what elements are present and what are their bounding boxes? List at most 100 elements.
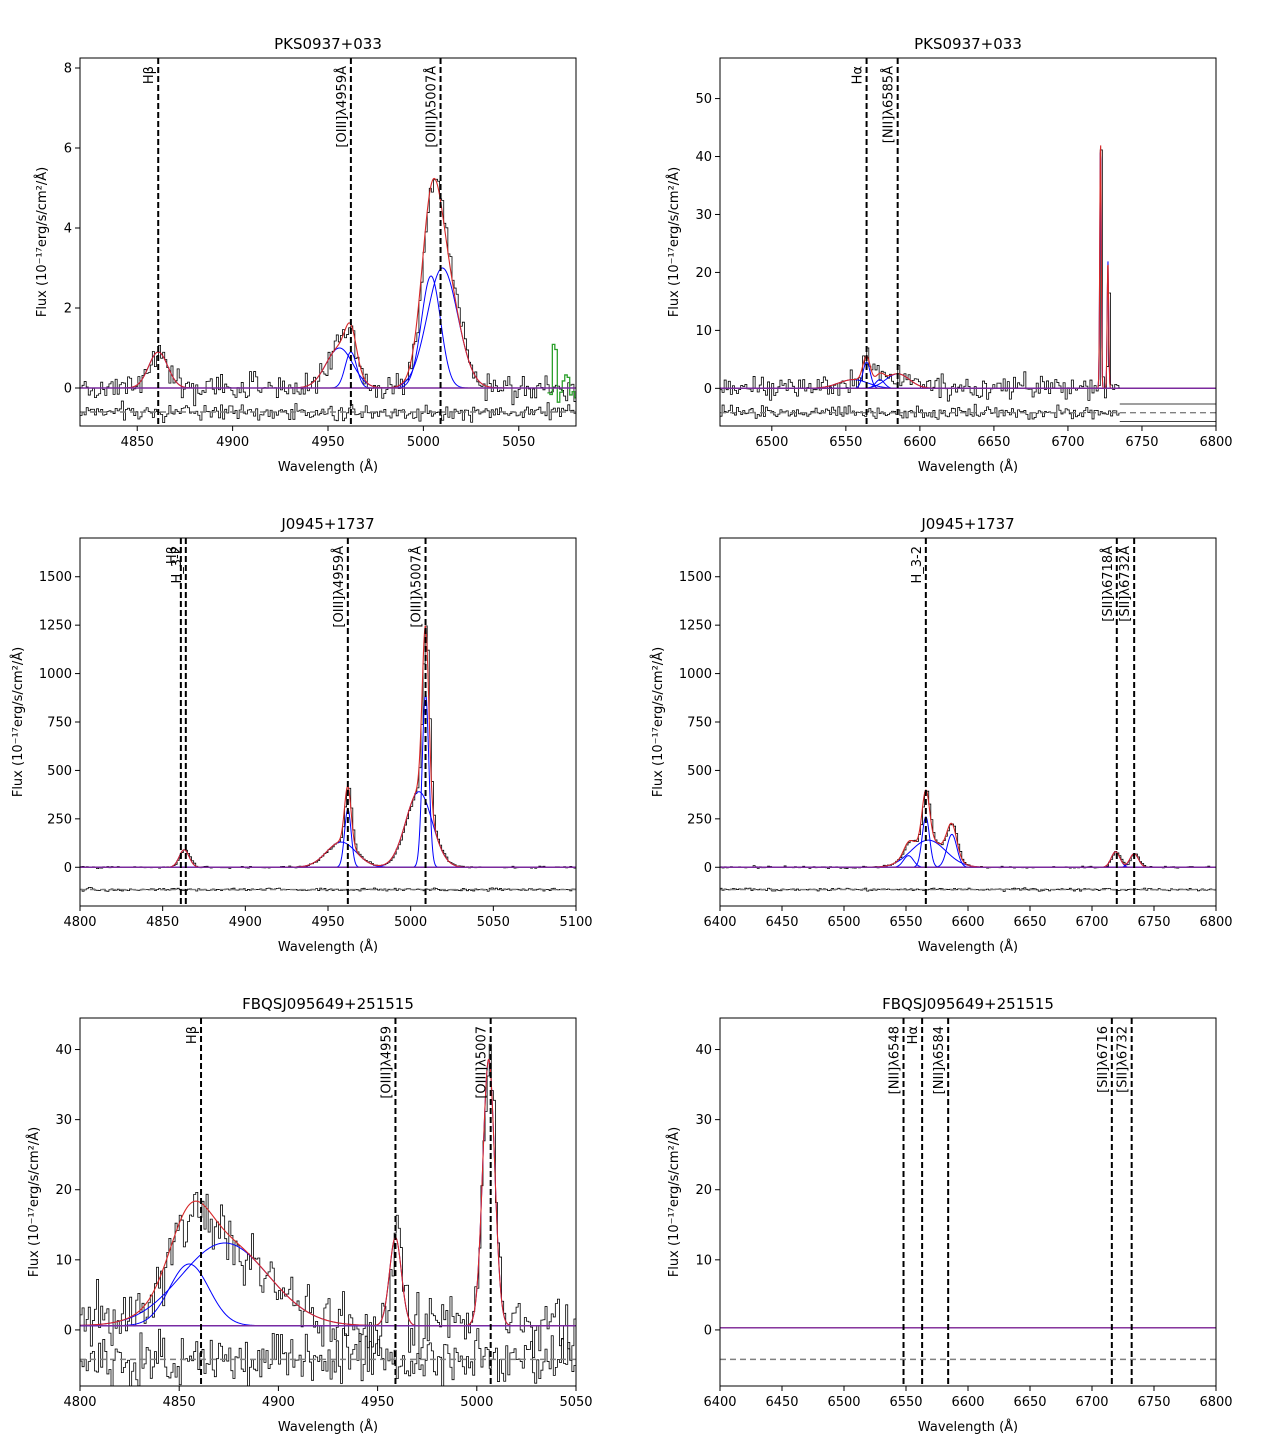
x-tick-label: 6600 [903,435,936,450]
residual-spectrum [80,1328,576,1386]
panel-3: HβH_3-2 [OIII]λ4959Å [OIII]λ5007Å 4800 4850 4… [10,515,593,955]
x-tick-label: 5000 [460,1395,493,1410]
gaussian-component [80,692,576,868]
y-axis-label: Flux (10⁻¹⁷erg/s/cm²/Å) [26,1127,42,1277]
y-tick-label: 10 [695,1253,712,1268]
x-tick-label: 6600 [951,915,984,930]
x-axis-label: Wavelength (Å) [918,459,1018,475]
x-tick-label: 6500 [755,435,788,450]
gaussian-component [80,791,576,868]
y-tick-label: 1000 [39,667,72,682]
line-label: [OIII]λ5007 [475,1026,490,1099]
y-tick-label: 0 [704,861,712,876]
panel-2: Hα [NII]λ6585Å 6500 6550 6600 6650 6700 6750 680… [666,35,1233,475]
y-axis-label: Flux (10⁻¹⁷erg/s/cm²/Å) [650,647,666,797]
x-tick-label: 5000 [394,915,427,930]
chart-title: FBQSJ095649+251515 [242,995,414,1013]
line-label: [NII]λ6548 [888,1026,903,1094]
y-tick-label: 40 [55,1043,72,1058]
y-tick-label: 0 [64,861,72,876]
x-tick-label: 6500 [827,915,860,930]
line-label: Hα [851,66,866,84]
y-tick-label: 750 [687,716,712,731]
gaussian-component [80,841,576,868]
line-label: [OIII]λ4959Å [334,66,350,148]
line-label: [NII]λ6585Å [881,66,897,143]
plot-area [720,789,1216,892]
chart-title: PKS0937+033 [274,35,382,53]
y-tick-label: 0 [704,382,712,397]
x-tick-label: 6750 [1137,915,1170,930]
chart-title: PKS0937+033 [914,35,1022,53]
x-tick-label: 5050 [477,915,510,930]
plot-area [80,1043,576,1386]
x-tick-label: 4950 [311,915,344,930]
y-tick-label: 20 [55,1183,72,1198]
gaussian-component [720,261,1216,389]
line-label: [SII]λ6716 [1096,1026,1111,1093]
line-label: Hβ [142,66,157,84]
y-tick-label: 0 [64,382,72,397]
y-tick-label: 20 [695,1183,712,1198]
observed-spectrum [80,625,576,870]
line-label: H_3-2 [910,546,925,584]
total-model-fit [80,1058,576,1327]
x-tick-label: 6650 [1013,915,1046,930]
y-tick-label: 8 [64,62,72,77]
gaussian-component [80,808,576,868]
y-tick-label: 20 [695,266,712,281]
line-label: [OIII]λ4959Å [331,546,347,628]
y-tick-label: 1000 [679,667,712,682]
y-tick-label: 40 [695,1043,712,1058]
y-tick-label: 1250 [39,619,72,634]
plot-area [80,625,576,892]
y-tick-label: 0 [704,1323,712,1338]
y-tick-label: 30 [55,1113,72,1128]
x-tick-label: 6750 [1137,1395,1170,1410]
x-tick-label: 4950 [311,435,344,450]
x-tick-label: 4900 [216,435,249,450]
x-tick-label: 4950 [361,1395,394,1410]
masked-region [547,343,576,403]
panel-4: H_3-2 [SII]λ6718Å [SII]λ6732Å 6400 6450 6500 6… [650,515,1233,955]
line-label: H_3-2 [170,546,185,584]
x-tick-label: 4800 [63,1395,96,1410]
x-tick-label: 5050 [559,1395,592,1410]
x-axis-label: Wavelength (Å) [278,939,378,955]
chart-title: FBQSJ095649+251515 [882,995,1054,1013]
x-tick-label: 6750 [1125,435,1158,450]
line-label: Hβ [165,546,180,564]
y-tick-label: 750 [47,716,72,731]
axes-frame [79,1017,577,1387]
y-tick-label: 500 [47,764,72,779]
x-tick-label: 6650 [1013,1395,1046,1410]
x-tick-label: 6450 [765,915,798,930]
line-label: [OIII]λ4959 [379,1026,394,1099]
y-axis-label: Flux (10⁻¹⁷erg/s/cm²/Å) [34,167,50,317]
observed-spectrum [80,178,576,407]
x-tick-label: 4850 [121,435,154,450]
y-tick-label: 1500 [679,570,712,585]
line-label: [SII]λ6732 [1116,1026,1131,1093]
total-model-fit [80,625,576,868]
y-tick-label: 30 [695,1113,712,1128]
residual-band [1119,403,1216,422]
panel-1: Hβ [OIII]λ4959Å [OIII]λ5007Å 4850 4900 4950 50… [34,35,577,475]
y-axis-label: Flux (10⁻¹⁷erg/s/cm²/Å) [666,1127,682,1277]
plot-area [80,177,576,424]
observed-spectrum [720,149,1120,402]
plot-area [720,1327,1216,1361]
residual-spectrum [80,400,576,424]
y-tick-label: 4 [64,222,72,237]
gaussian-component [720,152,1216,389]
y-tick-label: 6 [64,142,72,157]
observed-spectrum [720,790,1216,869]
x-tick-label: 6800 [1199,435,1232,450]
y-axis-label: Flux (10⁻¹⁷erg/s/cm²/Å) [666,167,682,317]
y-tick-label: 40 [695,150,712,165]
axes-frame [719,1017,1217,1387]
x-axis-label: Wavelength (Å) [918,939,1018,955]
y-tick-label: 30 [695,208,712,223]
y-tick-label: 250 [47,812,72,827]
